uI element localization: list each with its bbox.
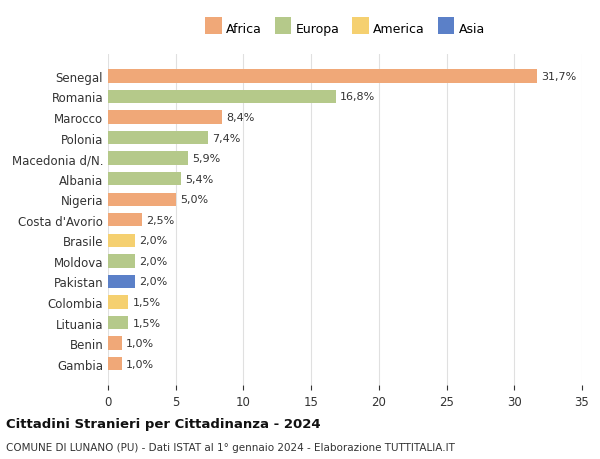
Text: 2,0%: 2,0%	[139, 236, 167, 246]
Text: 1,5%: 1,5%	[133, 297, 161, 308]
Bar	[108, 296, 128, 309]
Bar	[108, 316, 128, 330]
Text: 1,0%: 1,0%	[125, 359, 154, 369]
Bar	[108, 132, 208, 145]
Bar	[108, 337, 122, 350]
Text: 16,8%: 16,8%	[340, 92, 375, 102]
Text: 7,4%: 7,4%	[212, 133, 241, 143]
Text: 8,4%: 8,4%	[226, 113, 254, 123]
Text: 1,0%: 1,0%	[125, 338, 154, 348]
Bar	[108, 234, 135, 247]
Bar	[108, 111, 222, 124]
Bar	[108, 193, 176, 207]
Bar	[108, 213, 142, 227]
Bar	[108, 90, 335, 104]
Bar	[108, 173, 181, 186]
Bar	[108, 357, 122, 370]
Text: 5,0%: 5,0%	[180, 195, 208, 205]
Bar	[108, 152, 188, 165]
Text: 2,0%: 2,0%	[139, 256, 167, 266]
Legend: Africa, Europa, America, Asia: Africa, Europa, America, Asia	[200, 18, 490, 41]
Text: 2,0%: 2,0%	[139, 277, 167, 287]
Text: 5,9%: 5,9%	[192, 154, 220, 164]
Text: 2,5%: 2,5%	[146, 215, 174, 225]
Text: 1,5%: 1,5%	[133, 318, 161, 328]
Bar	[108, 255, 135, 268]
Text: COMUNE DI LUNANO (PU) - Dati ISTAT al 1° gennaio 2024 - Elaborazione TUTTITALIA.: COMUNE DI LUNANO (PU) - Dati ISTAT al 1°…	[6, 442, 455, 452]
Text: Cittadini Stranieri per Cittadinanza - 2024: Cittadini Stranieri per Cittadinanza - 2…	[6, 417, 320, 430]
Text: 5,4%: 5,4%	[185, 174, 214, 185]
Bar	[108, 70, 538, 84]
Bar	[108, 275, 135, 289]
Text: 31,7%: 31,7%	[541, 72, 577, 82]
